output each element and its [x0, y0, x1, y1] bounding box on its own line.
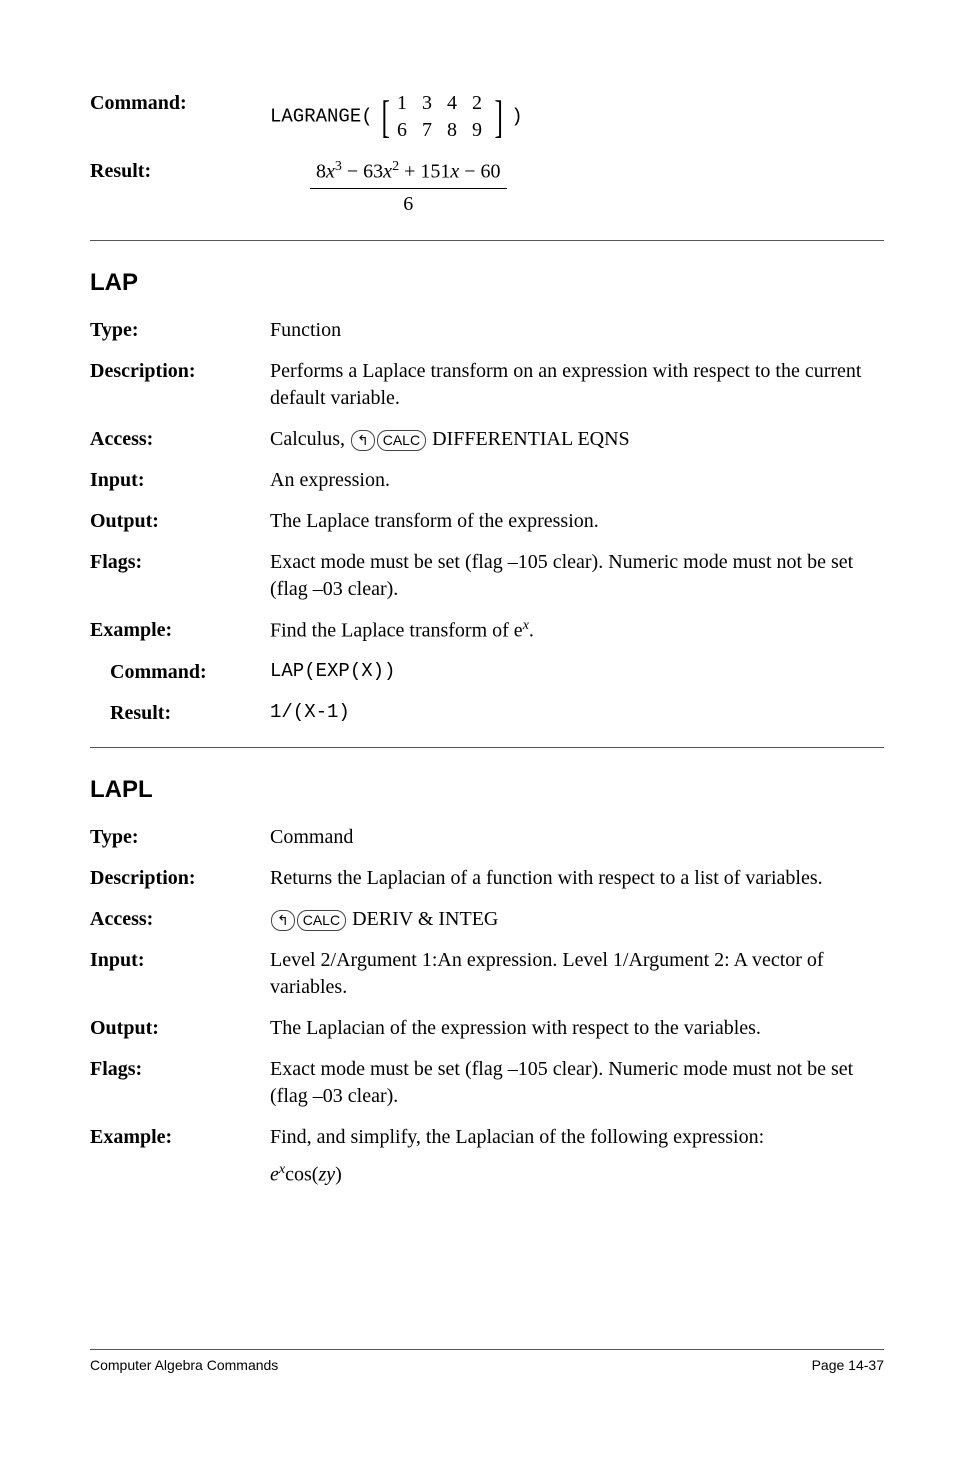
lap-flags-value: Exact mode must be set (flag –105 clear)…: [270, 549, 884, 603]
page-footer: Computer Algebra Commands Page 14-37: [90, 1349, 884, 1375]
command-suffix: ): [511, 106, 522, 128]
lap-example-post: .: [529, 620, 534, 642]
lap-desc-label: Description:: [90, 358, 270, 385]
num-e: + 151: [399, 161, 450, 183]
fraction-denominator: 6: [310, 189, 507, 218]
lap-command-row: Command: LAP(EXP(X)): [90, 659, 884, 686]
left-bracket-icon: [: [381, 99, 389, 136]
lapl-flags-label: Flags:: [90, 1056, 270, 1083]
footer-left: Computer Algebra Commands: [90, 1356, 278, 1375]
lap-access-label: Access:: [90, 426, 270, 453]
lap-example-pre: Find the Laplace transform of e: [270, 620, 523, 642]
lapl-example-text: Find, and simplify, the Laplacian of the…: [270, 1124, 884, 1151]
lap-result-label: Result:: [110, 700, 270, 727]
command-label: Command:: [90, 90, 270, 117]
num-g: − 60: [459, 161, 500, 183]
lapl-access-row: Access: ↰CALC DERIV & INTEG: [90, 906, 884, 933]
matrix-row-2: 6 7 8 9: [397, 119, 487, 141]
lap-desc-value: Performs a Laplace transform on an expre…: [270, 358, 884, 412]
lap-type-row: Type: Function: [90, 317, 884, 344]
lapl-output-label: Output:: [90, 1015, 270, 1042]
command-row: Command: LAGRANGE( [ 1 3 4 2 6 7 8 9 ] ): [90, 90, 884, 144]
result-value: 8x3 − 63x2 + 151x − 60 6: [270, 158, 884, 218]
lap-command-label: Command:: [110, 659, 270, 686]
lapl-expression: excos(zy): [270, 1161, 884, 1189]
fraction-numerator: 8x3 − 63x2 + 151x − 60: [310, 158, 507, 189]
lap-example-row: Example: Find the Laplace transform of e…: [90, 617, 884, 645]
lap-output-value: The Laplace transform of the expression.: [270, 508, 884, 535]
matrix: [ 1 3 4 2 6 7 8 9 ]: [378, 90, 507, 144]
num-d-exp: 2: [392, 159, 399, 174]
lapl-flags-row: Flags: Exact mode must be set (flag –105…: [90, 1056, 884, 1110]
result-label: Result:: [90, 158, 270, 185]
shift-left-icon: ↰: [271, 910, 295, 932]
num-d: x: [383, 161, 392, 183]
lapl-input-label: Input:: [90, 947, 270, 974]
matrix-content: 1 3 4 2 6 7 8 9: [393, 90, 491, 144]
lap-access-row: Access: Calculus, ↰CALC DIFFERENTIAL EQN…: [90, 426, 884, 453]
right-bracket-icon: ]: [494, 99, 502, 136]
result-row: Result: 8x3 − 63x2 + 151x − 60 6: [90, 158, 884, 218]
calc-key-icon: CALC: [297, 910, 346, 932]
lap-result-row: Result: 1/(X-1): [90, 700, 884, 727]
num-a: 8: [316, 161, 326, 183]
lap-example-value: Find the Laplace transform of ex.: [270, 617, 884, 645]
expr-cos: cos(: [285, 1164, 318, 1186]
expr-close: ): [335, 1164, 342, 1186]
lap-input-value: An expression.: [270, 467, 884, 494]
command-value: LAGRANGE( [ 1 3 4 2 6 7 8 9 ] ): [270, 90, 884, 144]
num-b-exp: 3: [335, 159, 342, 174]
num-c: − 63: [342, 161, 383, 183]
lapl-input-row: Input: Level 2/Argument 1:An expression.…: [90, 947, 884, 1001]
lap-desc-row: Description: Performs a Laplace transfor…: [90, 358, 884, 412]
divider-2: [90, 747, 884, 748]
num-f: x: [450, 161, 459, 183]
num-b: x: [326, 161, 335, 183]
calc-key-icon: CALC: [377, 430, 426, 452]
expr-e: e: [270, 1164, 279, 1186]
lap-output-label: Output:: [90, 508, 270, 535]
lap-output-row: Output: The Laplace transform of the exp…: [90, 508, 884, 535]
lapl-input-value: Level 2/Argument 1:An expression. Level …: [270, 947, 884, 1001]
lapl-type-value: Command: [270, 824, 884, 851]
lapl-heading: LAPL: [90, 774, 884, 806]
divider: [90, 240, 884, 241]
lapl-flags-value: Exact mode must be set (flag –105 clear)…: [270, 1056, 884, 1110]
lapl-type-label: Type:: [90, 824, 270, 851]
lapl-example-value: Find, and simplify, the Laplacian of the…: [270, 1124, 884, 1189]
lapl-desc-row: Description: Returns the Laplacian of a …: [90, 865, 884, 892]
lap-example-label: Example:: [90, 617, 270, 644]
lapl-access-label: Access:: [90, 906, 270, 933]
lapl-output-row: Output: The Laplacian of the expression …: [90, 1015, 884, 1042]
lap-type-value: Function: [270, 317, 884, 344]
lapl-desc-value: Returns the Laplacian of a function with…: [270, 865, 884, 892]
lap-access-pre: Calculus,: [270, 428, 350, 450]
lap-input-row: Input: An expression.: [90, 467, 884, 494]
expr-zy: zy: [318, 1164, 335, 1186]
lap-command-value: LAP(EXP(X)): [270, 659, 884, 685]
lapl-access-value: ↰CALC DERIV & INTEG: [270, 906, 884, 933]
lap-access-value: Calculus, ↰CALC DIFFERENTIAL EQNS: [270, 426, 884, 453]
matrix-row-1: 1 3 4 2: [397, 92, 487, 114]
result-fraction: 8x3 − 63x2 + 151x − 60 6: [310, 158, 507, 218]
footer-right: Page 14-37: [812, 1356, 884, 1375]
lap-heading: LAP: [90, 267, 884, 299]
lapl-access-post: DERIV & INTEG: [352, 908, 498, 930]
lapl-example-label: Example:: [90, 1124, 270, 1151]
lap-input-label: Input:: [90, 467, 270, 494]
lap-type-label: Type:: [90, 317, 270, 344]
lap-flags-row: Flags: Exact mode must be set (flag –105…: [90, 549, 884, 603]
command-prefix: LAGRANGE(: [270, 106, 373, 128]
lap-flags-label: Flags:: [90, 549, 270, 576]
lapl-desc-label: Description:: [90, 865, 270, 892]
shift-left-icon: ↰: [351, 430, 375, 452]
lapl-example-row: Example: Find, and simplify, the Laplaci…: [90, 1124, 884, 1189]
lap-result-value: 1/(X-1): [270, 700, 884, 726]
lapl-output-value: The Laplacian of the expression with res…: [270, 1015, 884, 1042]
lap-access-post: DIFFERENTIAL EQNS: [432, 428, 630, 450]
lapl-type-row: Type: Command: [90, 824, 884, 851]
